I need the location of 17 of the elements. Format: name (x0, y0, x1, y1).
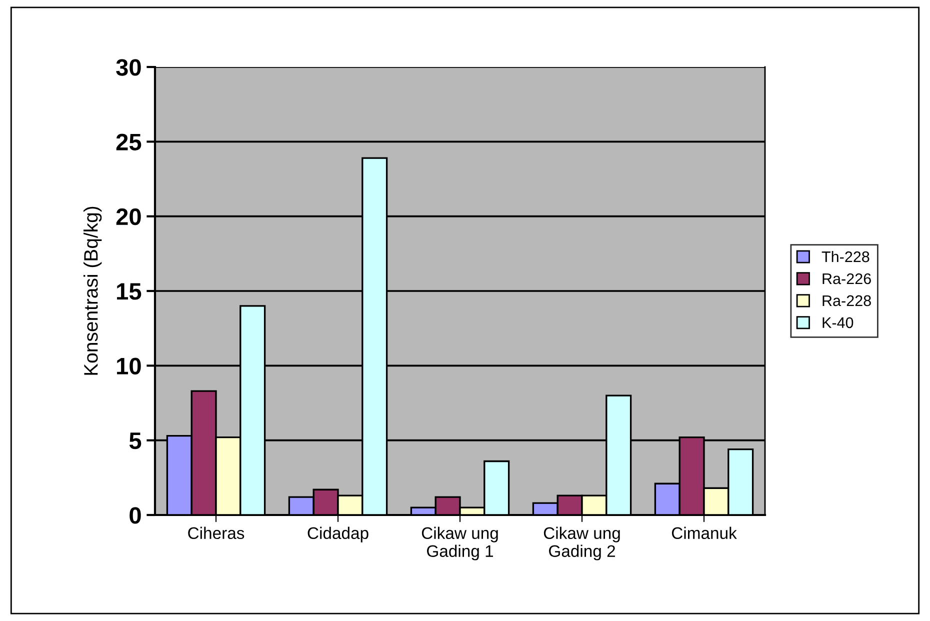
x-tick-label: Cidadap (308, 526, 368, 542)
y-tick-label: 15 (117, 283, 142, 300)
x-tick-label: Cikaw ung Gading 1 (422, 526, 498, 560)
x-tick-label: Ciheras (188, 526, 244, 540)
x-tick-label: Cikaw ung Gading 2 (544, 526, 620, 560)
y-tick-label: 20 (116, 208, 141, 226)
y-tick-label: 0 (130, 507, 141, 524)
y-tick-label: 5 (129, 432, 142, 450)
y-tick-label: 25 (116, 134, 142, 150)
y-tick-label: 30 (116, 59, 141, 76)
x-tick-label: Cimanuk (672, 526, 737, 540)
legend-label: Ra-226 (822, 273, 871, 284)
legend-label: Ra-228 (822, 295, 871, 306)
y-axis-title: Konsentrasi (Bq/kg) (84, 206, 102, 375)
legend-label: Th-228 (822, 250, 870, 262)
legend-label: K-40 (822, 317, 854, 328)
y-tick-label: 10 (117, 358, 141, 374)
